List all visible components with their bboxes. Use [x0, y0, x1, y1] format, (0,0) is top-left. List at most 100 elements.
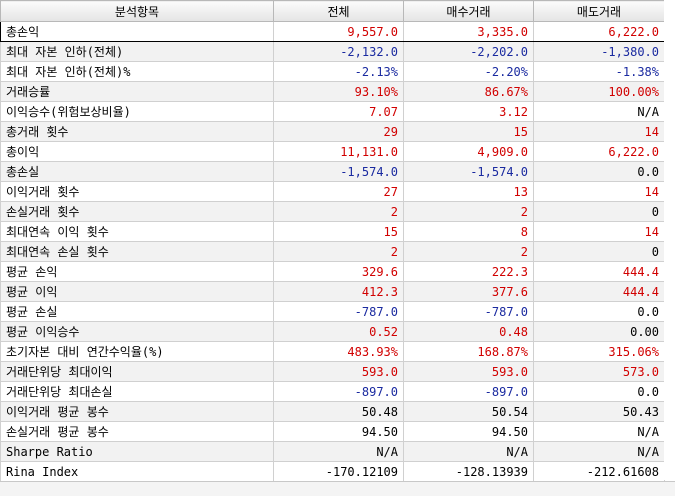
cell-buy: 4,909.0 — [403, 141, 534, 162]
table-row[interactable]: 최대연속 이익 횟수 15 8 14 — [0, 221, 665, 242]
table-row[interactable]: 최대 자본 인하(전체)% -2.13% -2.20% -1.38% — [0, 61, 665, 82]
table-row[interactable]: 이익거래 평균 봉수 50.48 50.54 50.43 — [0, 401, 665, 422]
row-label: 총이익 — [0, 141, 274, 162]
cell-total: -2,132.0 — [273, 41, 404, 62]
row-label: 총손익 — [0, 21, 274, 42]
row-label: 초기자본 대비 연간수익율(%) — [0, 341, 274, 362]
cell-total: 29 — [273, 121, 404, 142]
table-row[interactable]: 총손익 9,557.0 3,335.0 6,222.0 — [0, 21, 665, 42]
table-header-row: 분석항목 전체 매수거래 매도거래 — [0, 0, 665, 22]
cell-sell: 0 — [533, 201, 665, 222]
cell-buy: 94.50 — [403, 421, 534, 442]
cell-sell: 14 — [533, 121, 665, 142]
cell-sell: 315.06% — [533, 341, 665, 362]
cell-total: -897.0 — [273, 381, 404, 402]
cell-total: 2 — [273, 241, 404, 262]
cell-sell: 444.4 — [533, 281, 665, 302]
cell-buy: -128.13939 — [403, 461, 534, 482]
row-label: 총거래 횟수 — [0, 121, 274, 142]
cell-total: 329.6 — [273, 261, 404, 282]
table-row[interactable]: Sharpe Ratio N/A N/A N/A — [0, 441, 665, 462]
table-row[interactable]: 이익거래 횟수 27 13 14 — [0, 181, 665, 202]
cell-buy: 3.12 — [403, 101, 534, 122]
table-row[interactable]: 총손실 -1,574.0 -1,574.0 0.0 — [0, 161, 665, 182]
cell-buy: 13 — [403, 181, 534, 202]
cell-sell: -1.38% — [533, 61, 665, 82]
cell-sell: N/A — [533, 101, 665, 122]
stats-table: 분석항목 전체 매수거래 매도거래 총손익 9,557.0 3,335.0 6,222… — [0, 0, 665, 482]
row-label: 평균 이익승수 — [0, 321, 274, 342]
table-row[interactable]: 거래단위당 최대이익 593.0 593.0 573.0 — [0, 361, 665, 382]
cell-total: 93.10% — [273, 81, 404, 102]
cell-sell: 0.0 — [533, 381, 665, 402]
row-label: Sharpe Ratio — [0, 441, 274, 462]
cell-sell: N/A — [533, 441, 665, 462]
cell-sell: 0.00 — [533, 321, 665, 342]
cell-total: 94.50 — [273, 421, 404, 442]
cell-buy: 3,335.0 — [403, 21, 534, 42]
cell-total: 2 — [273, 201, 404, 222]
table-row[interactable]: 초기자본 대비 연간수익율(%) 483.93% 168.87% 315.06% — [0, 341, 665, 362]
cell-total: 11,131.0 — [273, 141, 404, 162]
cell-buy: -897.0 — [403, 381, 534, 402]
row-label: 이익승수(위험보상비율) — [0, 101, 274, 122]
cell-buy: 593.0 — [403, 361, 534, 382]
vertical-scroll-area — [664, 0, 675, 480]
column-header-item[interactable]: 분석항목 — [0, 0, 274, 22]
column-header-buy[interactable]: 매수거래 — [403, 0, 534, 22]
table-row[interactable]: 평균 손익 329.6 222.3 444.4 — [0, 261, 665, 282]
cell-buy: -787.0 — [403, 301, 534, 322]
table-row[interactable]: 최대연속 손실 횟수 2 2 0 — [0, 241, 665, 262]
row-label: 평균 손익 — [0, 261, 274, 282]
cell-total: 483.93% — [273, 341, 404, 362]
table-row[interactable]: 평균 이익 412.3 377.6 444.4 — [0, 281, 665, 302]
cell-buy: -1,574.0 — [403, 161, 534, 182]
cell-sell: 100.00% — [533, 81, 665, 102]
cell-total: 0.52 — [273, 321, 404, 342]
column-header-sell[interactable]: 매도거래 — [533, 0, 665, 22]
cell-buy: 2 — [403, 201, 534, 222]
cell-buy: 50.54 — [403, 401, 534, 422]
cell-buy: 168.87% — [403, 341, 534, 362]
cell-buy: -2.20% — [403, 61, 534, 82]
cell-buy: 222.3 — [403, 261, 534, 282]
column-header-total[interactable]: 전체 — [273, 0, 404, 22]
table-row[interactable]: 손실거래 횟수 2 2 0 — [0, 201, 665, 222]
table-row[interactable]: 손실거래 평균 봉수 94.50 94.50 N/A — [0, 421, 665, 442]
row-label: 최대 자본 인하(전체)% — [0, 61, 274, 82]
cell-sell: 444.4 — [533, 261, 665, 282]
analysis-grid: 분석항목 전체 매수거래 매도거래 총손익 9,557.0 3,335.0 6,222… — [0, 0, 665, 482]
row-label: 이익거래 평균 봉수 — [0, 401, 274, 422]
row-label: 이익거래 횟수 — [0, 181, 274, 202]
horizontal-scrollbar[interactable] — [0, 481, 675, 496]
table-row[interactable]: 이익승수(위험보상비율) 7.07 3.12 N/A — [0, 101, 665, 122]
cell-total: -787.0 — [273, 301, 404, 322]
table-row[interactable]: 총거래 횟수 29 15 14 — [0, 121, 665, 142]
cell-buy: 2 — [403, 241, 534, 262]
table-row[interactable]: 총이익 11,131.0 4,909.0 6,222.0 — [0, 141, 665, 162]
row-label: Rina Index — [0, 461, 274, 482]
table-row[interactable]: 거래단위당 최대손실 -897.0 -897.0 0.0 — [0, 381, 665, 402]
cell-total: -2.13% — [273, 61, 404, 82]
cell-total: 9,557.0 — [273, 21, 404, 42]
cell-buy: 8 — [403, 221, 534, 242]
cell-total: 593.0 — [273, 361, 404, 382]
row-label: 최대연속 이익 횟수 — [0, 221, 274, 242]
table-row[interactable]: 평균 이익승수 0.52 0.48 0.00 — [0, 321, 665, 342]
cell-sell: 14 — [533, 221, 665, 242]
cell-sell: 0 — [533, 241, 665, 262]
row-label: 평균 이익 — [0, 281, 274, 302]
table-row[interactable]: 평균 손실 -787.0 -787.0 0.0 — [0, 301, 665, 322]
row-label: 손실거래 평균 봉수 — [0, 421, 274, 442]
cell-sell: 0.0 — [533, 301, 665, 322]
cell-total: 27 — [273, 181, 404, 202]
cell-total: 412.3 — [273, 281, 404, 302]
cell-sell: 6,222.0 — [533, 21, 665, 42]
cell-sell: -212.61608 — [533, 461, 665, 482]
table-row[interactable]: Rina Index -170.12109 -128.13939 -212.61608 — [0, 461, 665, 482]
table-row[interactable]: 최대 자본 인하(전체) -2,132.0 -2,202.0 -1,380.0 — [0, 41, 665, 62]
cell-buy: N/A — [403, 441, 534, 462]
table-row[interactable]: 거래승률 93.10% 86.67% 100.00% — [0, 81, 665, 102]
row-label: 최대연속 손실 횟수 — [0, 241, 274, 262]
cell-total: 50.48 — [273, 401, 404, 422]
